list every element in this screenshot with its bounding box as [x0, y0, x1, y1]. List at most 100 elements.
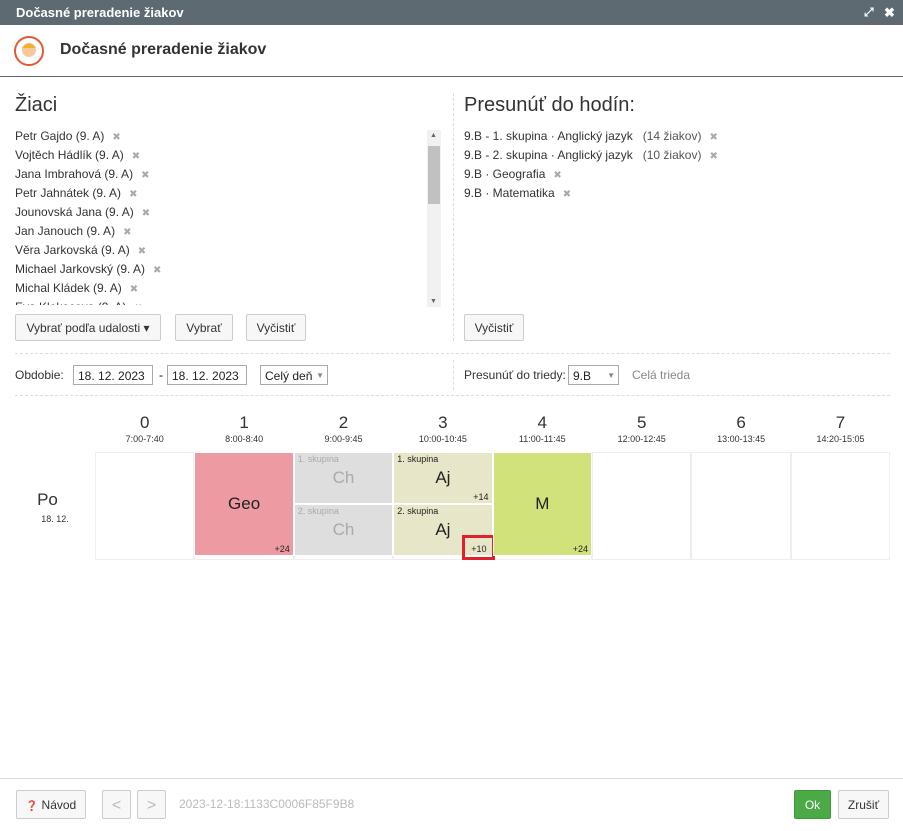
- header-icon: [14, 36, 44, 66]
- remove-icon[interactable]: ✖: [129, 189, 138, 200]
- targets-heading: Presunúť do hodín:: [464, 94, 635, 116]
- timetable: Po 18. 12. 0 7:00-7:40 1 8:00-8:40 2 9:00-9:4…: [0, 400, 903, 570]
- class-select[interactable]: 9.B ▼: [568, 365, 619, 385]
- lesson-subject: Geo: [228, 494, 261, 513]
- remove-icon[interactable]: ✖: [553, 170, 562, 181]
- day-part-select[interactable]: Celý deň ▼: [260, 365, 328, 385]
- student-name: Jan Janouch (9. A): [15, 224, 116, 238]
- lesson-subject: Ch: [332, 468, 355, 487]
- remove-icon[interactable]: ✖: [137, 246, 147, 257]
- period-time: 8:00-8:40: [225, 434, 264, 444]
- remove-icon[interactable]: ✖: [153, 265, 162, 276]
- ok-button[interactable]: Ok: [794, 790, 831, 819]
- target-item: 9.B · Geografia ✖: [464, 165, 884, 184]
- period-time: 9:00-9:45: [324, 434, 363, 444]
- target-count: (10 žiakov): [642, 148, 702, 162]
- window-title: Dočasné preradenie žiakov: [16, 5, 184, 20]
- student-name: Jana Imbrahová (9. A): [15, 167, 134, 181]
- student-name: Věra Jarkovská (9. A): [15, 243, 130, 257]
- header-line: [0, 76, 903, 77]
- remove-icon[interactable]: ✖: [562, 189, 572, 200]
- lesson-group: 1. skupina: [297, 454, 339, 464]
- lesson[interactable]: 1. skupina Aj +14: [393, 452, 493, 504]
- student-item: Petr Gajdo (9. A) ✖: [15, 127, 425, 146]
- lesson[interactable]: 1. skupina Ch: [293, 452, 394, 504]
- lesson-count: +14: [473, 492, 489, 502]
- student-item: Michal Kládek (9. A) ✖: [15, 279, 425, 298]
- remove-icon[interactable]: ✖: [709, 132, 718, 143]
- student-item: Jana Imbrahová (9. A) ✖: [15, 165, 425, 184]
- student-name: Petr Jahnátek (9. A): [15, 186, 122, 200]
- close-icon[interactable]: ✖: [884, 5, 895, 20]
- period-number: 2: [338, 413, 349, 432]
- remove-icon[interactable]: ✖: [141, 170, 150, 181]
- student-name: Vojtěch Hádlík (9. A): [15, 148, 124, 162]
- lesson-group: 2. skupina: [397, 506, 439, 516]
- date-from[interactable]: 18. 12. 2023: [73, 365, 153, 385]
- prev-button[interactable]: <: [102, 790, 131, 819]
- grid-cell: [790, 452, 891, 560]
- day-name: Po: [37, 490, 58, 509]
- lesson-group: 2. skupina: [297, 506, 339, 516]
- remove-icon[interactable]: ✖: [129, 284, 139, 295]
- lesson[interactable]: M +24: [492, 452, 592, 556]
- grid-cell: [95, 452, 195, 560]
- select-button[interactable]: Vybrať: [175, 314, 233, 341]
- day-date: 18. 12.: [41, 514, 69, 524]
- student-name: Eva Klokocova (9. A): [15, 300, 126, 305]
- student-name: Jounovská Jana (9. A): [15, 205, 134, 219]
- student-item: Jounovská Jana (9. A) ✖: [15, 203, 425, 222]
- remove-icon[interactable]: ✖: [112, 132, 121, 143]
- title-bar: Dočasné preradenie žiakov ⤢ ✖: [0, 0, 903, 25]
- separator: [15, 395, 890, 396]
- remove-icon[interactable]: ✖: [709, 151, 718, 162]
- date-separator: -: [159, 368, 163, 382]
- whole-class[interactable]: Celá trieda: [632, 368, 691, 382]
- remove-icon[interactable]: ✖: [134, 303, 142, 305]
- next-button[interactable]: >: [137, 790, 166, 819]
- class-label: Presunúť do triedy:: [464, 368, 566, 382]
- lesson[interactable]: 2. skupina Aj +10: [393, 504, 496, 560]
- period-time: 10:00-10:45: [418, 434, 467, 444]
- target-item: 9.B - 1. skupina · Anglický jazyk (14 žia…: [464, 127, 884, 146]
- student-name: Michael Jarkovský (9. A): [15, 262, 146, 276]
- student-name: Michal Kládek (9. A): [15, 281, 122, 295]
- separator: [15, 353, 890, 354]
- lesson-count: +24: [274, 544, 290, 554]
- target-label: 9.B - 2. skupina · Anglický jazyk: [464, 148, 633, 162]
- class-value: 9.B: [573, 369, 592, 383]
- period-number: 5: [636, 413, 647, 432]
- footer-line: [0, 778, 903, 779]
- students-list: Petr Gajdo (9. A) ✖ Vojtěch Hádlík (9. A) ✖…: [15, 127, 425, 305]
- student-item: Věra Jarkovská (9. A) ✖: [15, 241, 425, 260]
- select-by-event-button[interactable]: Vybrať podľa udalosti ▾: [15, 314, 161, 341]
- period-time: 11:00-11:45: [518, 434, 566, 444]
- clear-button[interactable]: Vyčistiť: [246, 314, 306, 341]
- student-item: Jan Janouch (9. A) ✖: [15, 222, 425, 241]
- lesson-subject: M: [535, 494, 550, 513]
- student-item: Eva Klokocova (9. A) ✖: [15, 298, 425, 305]
- clear-targets-button[interactable]: Vyčistiť: [464, 314, 524, 341]
- period-number: 6: [736, 413, 746, 432]
- help-button[interactable]: ❓ Návod: [16, 790, 86, 819]
- student-item: Petr Jahnátek (9. A) ✖: [15, 184, 425, 203]
- record-id: 2023-12-18:1133C0006F85F9B8: [179, 797, 355, 811]
- period-time: 13:00-13:45: [717, 434, 766, 444]
- divider: [453, 93, 454, 341]
- lesson-subject: Aj: [435, 468, 451, 487]
- divider: [453, 360, 454, 390]
- date-to[interactable]: 18. 12. 2023: [167, 365, 247, 385]
- remove-icon[interactable]: ✖: [141, 208, 151, 219]
- lesson-count: +24: [572, 544, 588, 554]
- lesson[interactable]: Geo +24: [194, 452, 294, 556]
- remove-icon[interactable]: ✖: [123, 227, 132, 238]
- targets-list: 9.B - 1. skupina · Anglický jazyk (14 žia…: [464, 127, 884, 203]
- cancel-button[interactable]: Zrušiť: [838, 790, 889, 819]
- remove-icon[interactable]: ✖: [131, 151, 141, 162]
- maximize-icon[interactable]: ⤢: [864, 5, 874, 19]
- period-number: 7: [835, 413, 846, 432]
- period-number: 1: [239, 413, 249, 432]
- lesson[interactable]: 2. skupina Ch: [293, 504, 394, 556]
- scrollbar[interactable]: ▲ ▼: [427, 130, 441, 307]
